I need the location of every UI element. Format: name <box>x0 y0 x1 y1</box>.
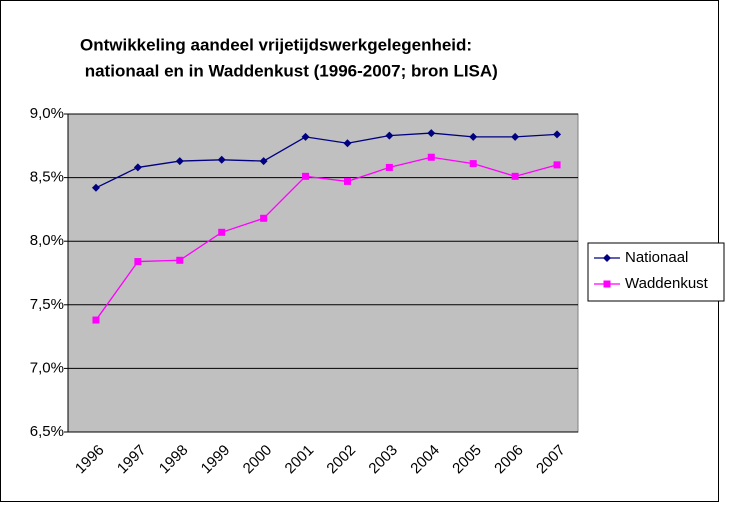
marker <box>469 160 477 168</box>
marker <box>427 153 435 161</box>
marker <box>259 157 268 166</box>
chart-title: nationaal en in Waddenkust (1996-2007; b… <box>80 61 498 80</box>
chart-title: Ontwikkeling aandeel vrijetijdswerkgeleg… <box>80 35 472 54</box>
series-line <box>95 156 558 321</box>
marker <box>133 163 142 172</box>
marker <box>91 183 100 192</box>
marker <box>218 228 226 236</box>
y-tick-label: 8,0% <box>30 232 64 249</box>
marker <box>427 129 436 138</box>
y-tick-label: 7,5% <box>30 296 64 313</box>
legend-label: Waddenkust <box>625 275 709 292</box>
marker <box>553 161 561 169</box>
marker <box>134 258 142 266</box>
marker <box>92 316 100 324</box>
marker <box>603 254 611 262</box>
marker <box>343 139 352 148</box>
marker <box>176 256 184 264</box>
legend-box <box>587 242 725 302</box>
marker <box>260 214 268 222</box>
marker <box>385 131 394 140</box>
marker <box>511 132 520 141</box>
marker <box>301 132 310 141</box>
marker <box>469 132 478 141</box>
marker <box>603 280 611 288</box>
marker <box>343 177 351 185</box>
marker <box>175 157 184 166</box>
series-line <box>95 132 558 189</box>
y-tick-label: 7,0% <box>30 359 64 376</box>
marker <box>217 155 226 164</box>
marker <box>385 163 393 171</box>
legend-label: Nationaal <box>625 249 688 266</box>
marker <box>511 172 519 180</box>
y-tick-label: 9,0% <box>30 105 64 122</box>
marker <box>553 130 562 139</box>
y-tick-label: 6,5% <box>30 423 64 440</box>
plot-area <box>67 113 579 433</box>
y-tick-label: 8,5% <box>30 169 64 186</box>
marker <box>302 172 310 180</box>
